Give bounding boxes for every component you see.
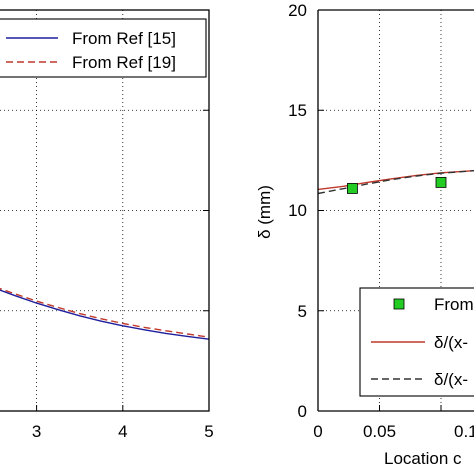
legend-label-ref15: From Ref [15] xyxy=(72,29,176,48)
left-series-lines xyxy=(0,287,210,340)
legend-label-fit-solid: δ/(x- xyxy=(434,333,468,352)
left-legend-box xyxy=(0,18,207,78)
right-x-axis-label: Location c xyxy=(384,449,462,468)
right-x-tick-label: 0.1 xyxy=(454,422,474,441)
left-legend: From Ref [15] From Ref [19] xyxy=(0,18,207,78)
right-x-tick-label: 0 xyxy=(313,422,322,441)
right-y-tick-label: 20 xyxy=(288,1,307,20)
right-y-tick-label: 5 xyxy=(298,302,307,321)
right-chart-panel: 0 5 10 15 20 0 0.05 0.1 δ (mm) Location … xyxy=(255,1,474,468)
right-y-tick-label: 10 xyxy=(288,201,307,220)
left-x-tick-label: 4 xyxy=(118,422,127,441)
left-tick-marks xyxy=(36,109,209,411)
left-series-line-0 xyxy=(0,289,210,340)
right-series-lines xyxy=(317,169,474,195)
right-y-tick-label: 0 xyxy=(298,402,307,421)
right-series-line-2 xyxy=(317,169,474,195)
right-y-axis-label: δ (mm) xyxy=(255,185,274,239)
legend-swatch-measured-marker xyxy=(393,298,405,310)
left-x-tick-label: 5 xyxy=(204,422,213,441)
right-tick-marks xyxy=(318,109,442,411)
left-series-line-1 xyxy=(0,287,210,338)
right-scatter-points xyxy=(347,177,447,194)
right-data-point xyxy=(347,183,358,194)
right-legend: From δ/(x- δ/(x- xyxy=(359,287,474,397)
legend-label-measured: From xyxy=(434,295,474,314)
left-chart-panel: 3 4 5 From Ref [15] From Ref [19] xyxy=(0,9,214,441)
right-data-point xyxy=(435,177,447,188)
legend-label-ref19: From Ref [19] xyxy=(72,53,176,72)
legend-label-fit-dashed: δ/(x- xyxy=(434,370,468,389)
left-x-tick-label: 3 xyxy=(32,422,41,441)
right-x-tick-label: 0.05 xyxy=(363,422,396,441)
right-y-tick-label: 15 xyxy=(288,101,307,120)
right-grid xyxy=(318,10,474,411)
left-grid xyxy=(0,10,209,411)
